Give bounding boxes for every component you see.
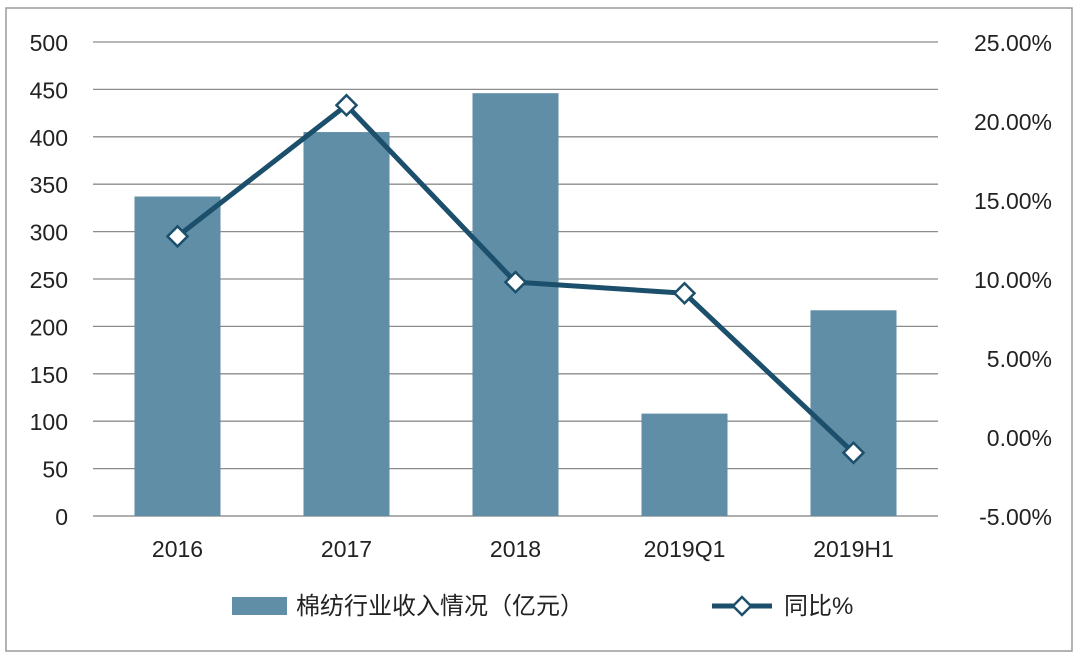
x-tick-label: 2016: [152, 536, 203, 562]
legend: 棉纺行业收入情况（亿元） 同比%: [232, 593, 853, 620]
bar: [134, 196, 221, 517]
bar-series: [134, 93, 897, 517]
line-series: [165, 93, 866, 465]
left-tick-label: 400: [30, 125, 68, 151]
left-tick-label: 50: [42, 457, 68, 483]
legend-bar-label: 棉纺行业收入情况（亿元）: [296, 593, 584, 620]
line-marker: [503, 270, 528, 294]
legend-marker-icon: [731, 595, 753, 617]
left-tick-label: 100: [30, 409, 68, 435]
bar: [472, 93, 559, 516]
left-tick-label: 250: [30, 267, 68, 293]
bar: [641, 413, 728, 516]
line-marker: [165, 224, 190, 249]
left-axis-ticks: 0 50 100 150 200 250 300 350 400 450 500: [30, 30, 68, 530]
x-tick-label: 2019H1: [813, 536, 894, 562]
right-axis-ticks: -5.00% 0.00% 5.00% 10.00% 15.00% 20.00% 25.00%: [974, 30, 1052, 530]
x-axis-ticks: 2016 2017 2018 2019Q1 2019H1: [152, 536, 894, 562]
right-tick-label: 20.00%: [974, 109, 1052, 135]
left-tick-label: 350: [30, 172, 68, 198]
right-tick-label: -5.00%: [979, 504, 1052, 530]
legend-line-label: 同比%: [784, 593, 853, 620]
left-tick-label: 450: [30, 77, 68, 103]
left-tick-label: 150: [30, 362, 68, 388]
right-tick-label: 10.00%: [974, 267, 1052, 293]
left-tick-label: 0: [55, 504, 68, 530]
right-tick-label: 15.00%: [974, 188, 1052, 214]
x-tick-label: 2017: [321, 536, 372, 562]
line-marker: [672, 281, 697, 305]
legend-bar-swatch: [232, 597, 287, 615]
bar: [810, 310, 897, 516]
bar: [303, 132, 390, 516]
left-tick-label: 200: [30, 314, 68, 340]
x-tick-label: 2018: [490, 536, 541, 562]
right-tick-label: 0.00%: [987, 425, 1052, 451]
right-tick-label: 25.00%: [974, 30, 1052, 56]
right-tick-label: 5.00%: [987, 346, 1052, 372]
line-marker: [841, 441, 866, 465]
x-tick-label: 2019Q1: [644, 536, 726, 562]
left-tick-label: 500: [30, 30, 68, 56]
left-tick-label: 300: [30, 220, 68, 246]
line-marker: [334, 93, 359, 117]
